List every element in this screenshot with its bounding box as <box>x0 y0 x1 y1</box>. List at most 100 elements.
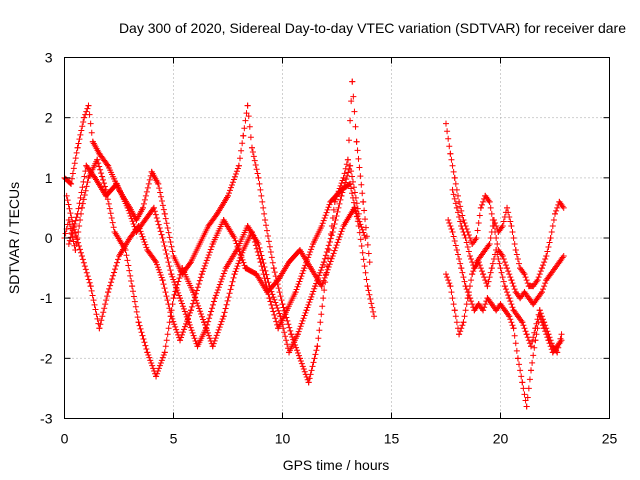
data-point <box>494 251 501 258</box>
data-point <box>536 271 543 278</box>
data-point <box>358 224 365 231</box>
data-point <box>113 262 120 269</box>
data-point <box>235 162 242 169</box>
data-point <box>179 331 186 338</box>
data-point <box>141 339 148 346</box>
data-point <box>544 248 551 255</box>
data-point <box>159 354 166 361</box>
data-point <box>158 231 165 238</box>
data-point <box>360 198 367 205</box>
data-point <box>355 155 362 162</box>
data-point <box>525 385 532 392</box>
data-point <box>67 179 74 186</box>
data-point <box>301 312 308 319</box>
data-point <box>365 287 372 294</box>
data-point <box>538 289 545 296</box>
data-point <box>359 249 366 256</box>
data-point <box>318 264 325 271</box>
data-point <box>508 277 515 284</box>
data-point <box>349 173 356 180</box>
data-point <box>141 239 148 246</box>
data-point <box>449 228 456 235</box>
data-point <box>457 328 464 335</box>
y-tick-label: -2 <box>40 350 53 366</box>
data-point <box>163 293 170 300</box>
data-point <box>198 271 205 278</box>
data-point <box>509 228 516 235</box>
data-point <box>194 284 201 291</box>
data-point <box>316 272 323 279</box>
data-point <box>450 233 457 240</box>
data-point <box>335 236 342 243</box>
data-point <box>253 245 260 252</box>
data-point <box>166 305 173 312</box>
data-point <box>354 205 361 212</box>
data-point <box>217 278 224 285</box>
data-point <box>201 319 208 326</box>
data-point <box>146 176 153 183</box>
data-point <box>361 263 368 270</box>
data-point <box>488 228 495 235</box>
data-point <box>456 256 463 263</box>
data-point <box>80 196 87 203</box>
data-point <box>96 325 103 332</box>
data-point <box>336 233 343 240</box>
data-point <box>204 329 211 336</box>
data-point <box>145 180 152 187</box>
data-point <box>333 212 340 219</box>
data-point <box>88 287 95 294</box>
data-point <box>148 360 155 367</box>
data-point <box>230 176 237 183</box>
data-point <box>468 277 475 284</box>
data-point <box>123 252 130 259</box>
data-point <box>452 180 459 187</box>
data-point <box>104 196 111 203</box>
data-point <box>533 320 540 327</box>
data-point <box>499 222 506 229</box>
data-point <box>105 289 112 296</box>
data-point <box>78 127 85 134</box>
data-point <box>82 187 89 194</box>
data-point <box>255 174 262 181</box>
data-point <box>331 247 338 254</box>
data-point <box>505 292 512 299</box>
data-point <box>460 319 467 326</box>
data-point <box>319 280 326 287</box>
data-point <box>305 379 312 386</box>
data-point <box>454 209 461 216</box>
data-point <box>257 186 264 193</box>
data-point <box>278 297 285 304</box>
data-point <box>168 313 175 320</box>
data-point <box>161 349 168 356</box>
data-point <box>322 272 329 279</box>
data-point <box>197 308 204 315</box>
data-point <box>548 228 555 235</box>
data-point <box>212 292 219 299</box>
data-point <box>546 239 553 246</box>
data-point <box>521 391 528 398</box>
data-point <box>328 255 335 262</box>
data-point <box>235 260 242 267</box>
data-point <box>318 311 325 318</box>
data-point <box>311 285 318 292</box>
data-point <box>219 273 226 280</box>
data-point <box>536 307 543 314</box>
data-point <box>312 283 319 290</box>
data-point <box>547 235 554 241</box>
data-point <box>206 335 213 342</box>
data-point <box>346 181 353 188</box>
data-point <box>462 283 469 290</box>
data-point <box>480 198 487 205</box>
data-point <box>206 315 213 322</box>
data-point <box>496 260 503 267</box>
data-point <box>220 270 227 277</box>
data-point <box>362 235 369 241</box>
data-point <box>174 287 181 294</box>
data-point <box>516 260 523 267</box>
data-point <box>199 313 206 320</box>
data-point <box>130 288 137 295</box>
data-point <box>267 298 274 305</box>
data-point <box>133 308 140 315</box>
data-point <box>554 204 561 211</box>
data-point <box>234 165 241 172</box>
